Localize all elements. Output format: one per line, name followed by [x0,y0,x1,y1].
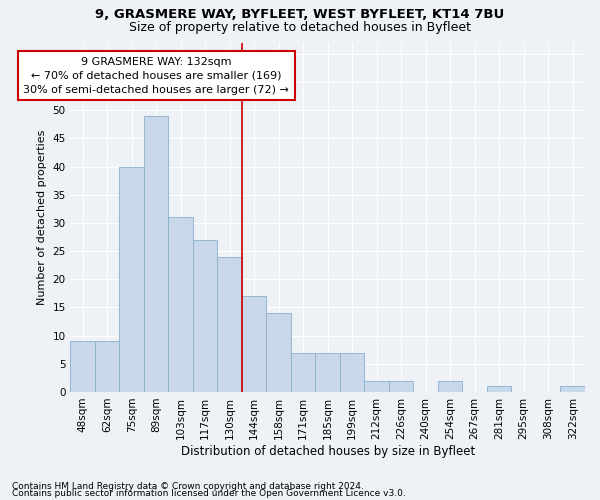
Y-axis label: Number of detached properties: Number of detached properties [37,130,47,305]
X-axis label: Distribution of detached houses by size in Byfleet: Distribution of detached houses by size … [181,444,475,458]
Bar [144,116,169,392]
Bar [487,386,511,392]
Bar [169,217,193,392]
Bar [217,256,242,392]
Bar [266,313,291,392]
Bar [340,352,364,392]
Text: Contains public sector information licensed under the Open Government Licence v3: Contains public sector information licen… [12,489,406,498]
Bar [291,352,316,392]
Bar [242,296,266,392]
Bar [389,380,413,392]
Bar [560,386,585,392]
Bar [364,380,389,392]
Text: 9, GRASMERE WAY, BYFLEET, WEST BYFLEET, KT14 7BU: 9, GRASMERE WAY, BYFLEET, WEST BYFLEET, … [95,8,505,20]
Bar [438,380,463,392]
Text: Contains HM Land Registry data © Crown copyright and database right 2024.: Contains HM Land Registry data © Crown c… [12,482,364,491]
Bar [316,352,340,392]
Bar [70,341,95,392]
Bar [193,240,217,392]
Bar [95,341,119,392]
Text: 9 GRASMERE WAY: 132sqm
← 70% of detached houses are smaller (169)
30% of semi-de: 9 GRASMERE WAY: 132sqm ← 70% of detached… [23,56,289,94]
Bar [119,166,144,392]
Text: Size of property relative to detached houses in Byfleet: Size of property relative to detached ho… [129,21,471,34]
